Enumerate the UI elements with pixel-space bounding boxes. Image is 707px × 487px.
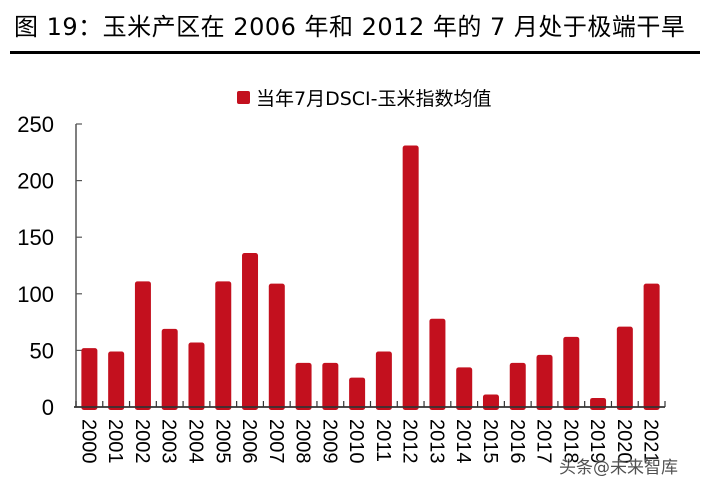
bar-2011 [375, 351, 392, 410]
bar-2010 [349, 377, 366, 410]
bar-2007 [268, 283, 285, 410]
x-axis: 2000 2001 2002 2003 2004 2005 2006 2007 2008 2009… [74, 401, 666, 464]
x-tick-label: 2017 [533, 419, 555, 464]
x-tick-label: 2002 [131, 419, 153, 464]
bar-2021 [643, 283, 660, 410]
bar-2006 [242, 253, 259, 410]
x-tick-label: 2013 [425, 419, 447, 464]
bar-2014 [456, 367, 473, 410]
bar-2000 [81, 348, 98, 410]
bar-2001 [108, 351, 125, 410]
x-tick-label: 2014 [452, 419, 474, 464]
x-tick-label: 2020 [613, 419, 635, 464]
y-tick-label: 150 [17, 225, 54, 250]
x-tick-label: 2019 [586, 419, 608, 464]
y-axis: 0 50 100 150 200 250 [17, 112, 82, 420]
bar-2004 [188, 342, 205, 410]
title-divider [10, 51, 700, 54]
y-tick-label: 250 [17, 112, 54, 137]
y-tick-label: 0 [42, 395, 54, 420]
x-tick-label: 2009 [318, 419, 340, 464]
bar-2016 [509, 362, 526, 410]
y-tick-label: 200 [17, 169, 54, 194]
bar-2019 [590, 397, 607, 410]
bar-2020 [616, 326, 633, 410]
y-tick-label: 50 [30, 338, 54, 363]
bar-2005 [215, 281, 232, 410]
bar-2003 [161, 328, 178, 410]
bar-2012 [402, 145, 419, 410]
x-tick-label: 2016 [506, 419, 528, 464]
x-tick-label: 2006 [238, 419, 260, 464]
bar-2002 [134, 281, 151, 410]
chart-legend: 当年7月DSCI-玉米指数均值 [237, 84, 492, 111]
x-tick-label: 2015 [479, 419, 501, 464]
legend-swatch [237, 91, 250, 104]
bar-2008 [295, 362, 312, 410]
bar-2017 [536, 354, 553, 410]
legend-label: 当年7月DSCI-玉米指数均值 [256, 88, 492, 110]
x-tick-label: 2001 [104, 419, 126, 464]
bar-2013 [429, 318, 446, 410]
figure-title: 图 19：玉米产区在 2006 年和 2012 年的 7 月处于极端干旱 [14, 13, 686, 41]
x-tick-label: 2008 [292, 419, 314, 464]
x-tick-label: 2000 [77, 419, 99, 464]
x-tick-label: 2004 [184, 419, 206, 464]
x-tick-label: 2012 [399, 419, 421, 464]
x-tick-label: 2018 [559, 419, 581, 464]
x-tick-label: 2011 [372, 419, 394, 462]
bars [81, 145, 660, 410]
x-tick-label: 2007 [265, 419, 287, 464]
x-tick-label: 2005 [211, 419, 233, 464]
x-tick-label: 2003 [158, 419, 180, 464]
x-tick-label: 2021 [640, 419, 662, 464]
x-tick-label: 2010 [345, 419, 367, 464]
watermark: 头条@未来智库 [559, 458, 678, 478]
bar-2018 [563, 336, 580, 410]
y-tick-label: 100 [17, 282, 54, 307]
bar-2009 [322, 362, 339, 410]
